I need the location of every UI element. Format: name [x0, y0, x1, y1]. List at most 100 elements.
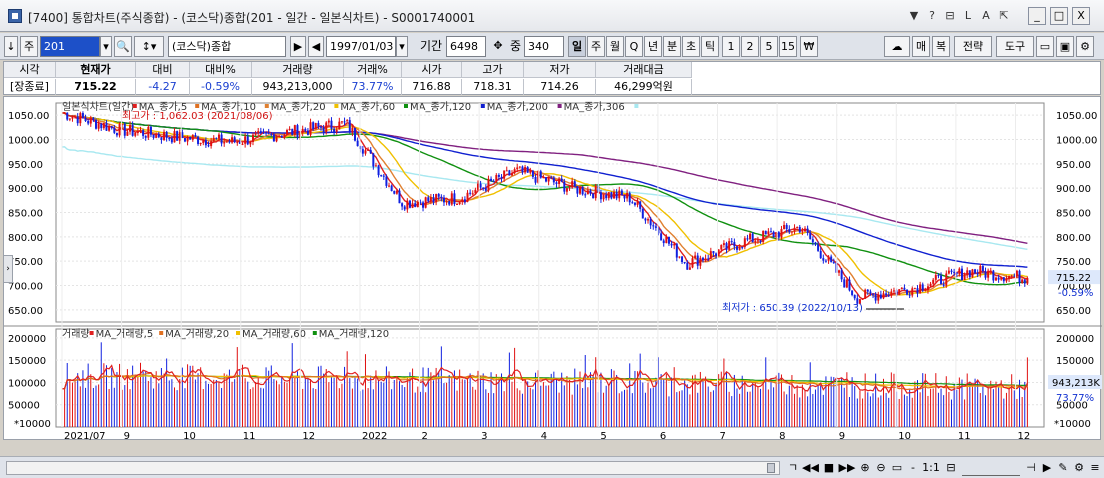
value-low: 714.26 — [524, 79, 596, 95]
strategy-button[interactable]: 전략 — [954, 36, 992, 57]
layout-icon[interactable]: ⊟ — [945, 9, 955, 22]
overlap-input[interactable]: 340 — [524, 36, 564, 57]
chart-svg[interactable]: 1050.00 1050.00 1000.00 1000.00 950.00 950.00… — [4, 97, 1102, 442]
multi-button[interactable]: 복 — [932, 36, 950, 57]
close-button[interactable]: X — [1072, 7, 1090, 25]
period-week-button[interactable]: 주 — [587, 36, 605, 57]
candle-body — [89, 117, 92, 124]
candle-body — [456, 203, 459, 205]
tools-button[interactable]: 도구 — [996, 36, 1034, 57]
candle-body — [670, 243, 673, 246]
zoom-in-icon[interactable]: ⊕ — [860, 461, 870, 474]
sort-icon[interactable]: ↕▾ — [134, 36, 164, 57]
popout-icon[interactable]: ⇱ — [999, 9, 1009, 22]
candle-body — [720, 244, 723, 250]
candle-body — [793, 227, 796, 232]
price-tick-left: 700.00 — [8, 282, 43, 293]
fit-icon[interactable]: ▭ — [891, 461, 903, 474]
cloud-icon[interactable]: ☁ — [884, 36, 910, 57]
candle-body — [919, 284, 922, 294]
price-tick-left: 1000.00 — [8, 136, 49, 147]
candle-body — [330, 120, 333, 129]
period-input[interactable]: 6498 — [446, 36, 486, 57]
candle-body — [189, 136, 192, 140]
maximize-button[interactable]: □ — [1050, 7, 1068, 25]
zoom-slider[interactable] — [962, 460, 1020, 476]
period-minute-button[interactable]: 분 — [663, 36, 681, 57]
zoom-out-icon[interactable]: ⊖ — [876, 461, 886, 474]
prefix-button[interactable]: 주 — [20, 36, 38, 57]
candle-body — [267, 132, 270, 134]
scroll-left-icon[interactable]: ㄱ — [787, 461, 799, 474]
candle-body — [717, 249, 720, 256]
volume-legend-swatch — [89, 331, 94, 335]
candle-body — [382, 175, 385, 177]
fast-forward-icon[interactable]: ▶▶ — [838, 461, 856, 474]
scrollbar-thumb[interactable] — [767, 463, 775, 473]
volume-tick-right: 50000 — [1056, 401, 1088, 412]
interval-5-button[interactable]: 5 — [760, 36, 778, 57]
stop-icon[interactable]: ■ — [823, 461, 835, 474]
candle-body — [469, 192, 472, 194]
candle-body — [257, 131, 260, 134]
candle-body — [388, 185, 391, 187]
candle-body — [811, 239, 814, 243]
candle-body — [699, 257, 702, 266]
trade-button[interactable]: 매 — [912, 36, 930, 57]
settings-icon-bottom[interactable]: ⚙ — [1074, 461, 1084, 474]
end-icon[interactable]: ⊣ — [1026, 461, 1036, 474]
period-second-button[interactable]: 초 — [682, 36, 700, 57]
period-month-button[interactable]: 월 — [606, 36, 624, 57]
help-icon[interactable]: ? — [929, 9, 935, 22]
down-arrow-icon[interactable]: ↓ — [4, 36, 18, 57]
x-tick-label: 11 — [243, 431, 256, 441]
overlap-label: 중 — [510, 39, 522, 53]
candle-body — [149, 126, 152, 135]
code-dropdown-icon[interactable]: ▾ — [100, 36, 112, 57]
date-dropdown-icon[interactable]: ▾ — [396, 36, 408, 57]
candle-body — [769, 231, 772, 233]
candle-body — [594, 185, 597, 199]
minimize-button[interactable]: _ — [1028, 7, 1046, 25]
rewind-icon[interactable]: ◀◀ — [802, 461, 819, 474]
start-date-input[interactable]: 1997/01/03 — [326, 36, 396, 57]
edit-icon[interactable]: ✎ — [1058, 461, 1068, 474]
code-input[interactable]: 201 — [40, 36, 100, 57]
expand-left-icon[interactable]: › — [3, 255, 13, 283]
chart-scrollbar[interactable] — [6, 461, 780, 475]
market-name-field[interactable]: (코스닥)종합 — [168, 36, 286, 57]
candle-body — [395, 190, 398, 194]
open-folder-icon[interactable]: ▭ — [1036, 36, 1054, 57]
volume-unit-right: *10000 — [1054, 419, 1091, 430]
prev-arrow-icon[interactable]: ◀ — [308, 36, 324, 57]
period-year-button[interactable]: 년 — [644, 36, 662, 57]
chart-area[interactable]: 1050.00 1050.00 1000.00 1000.00 950.00 950.00… — [3, 96, 1102, 442]
period-tick-button[interactable]: 틱 — [701, 36, 719, 57]
decrease-icon[interactable]: - — [911, 461, 915, 474]
save-icon[interactable]: ▣ — [1056, 36, 1074, 57]
interval-15-button[interactable]: 15 — [779, 36, 797, 57]
search-icon[interactable]: 🔍 — [114, 36, 132, 57]
play-icon[interactable]: ▶ — [1042, 461, 1052, 474]
period-day-button[interactable]: 일 — [568, 36, 586, 57]
align-icon[interactable]: ⊟ — [946, 461, 956, 474]
candle-body — [958, 268, 961, 275]
move-icon[interactable]: ✥ — [493, 39, 503, 52]
period-quarter-button[interactable]: Q — [625, 36, 643, 57]
candle-body — [673, 243, 676, 246]
link-icon[interactable]: L — [964, 9, 972, 22]
menu-icon[interactable]: ≡ — [1090, 461, 1100, 474]
candle-body — [950, 270, 953, 272]
font-icon[interactable]: A — [982, 9, 990, 22]
candle-body — [403, 206, 406, 210]
candle-body — [445, 200, 448, 203]
interval-1-button[interactable]: 1 — [722, 36, 740, 57]
x-tick-label: 10 — [183, 431, 196, 441]
currency-button[interactable]: ₩ — [800, 36, 818, 57]
interval-2-button[interactable]: 2 — [741, 36, 759, 57]
candle-body — [822, 258, 825, 261]
settings-icon[interactable]: ⚙ — [1076, 36, 1094, 57]
next-arrow-icon[interactable]: ▶ — [290, 36, 306, 57]
dropdown-icon[interactable]: ▼ — [909, 9, 919, 22]
volume-tick-right: 200000 — [1056, 334, 1094, 345]
